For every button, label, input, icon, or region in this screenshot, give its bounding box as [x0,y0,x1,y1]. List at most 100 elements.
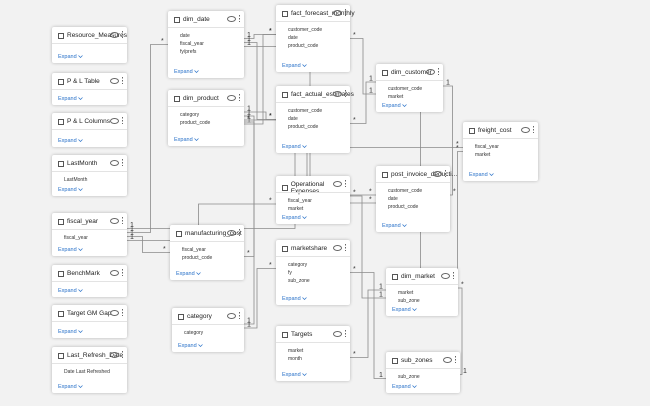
expand-link[interactable]: Expand [178,343,203,349]
relationship-line [443,85,453,196]
table-card[interactable]: dim_product category product_code Expand [168,90,244,146]
expand-link[interactable]: Expand [58,54,83,60]
expand-link[interactable]: Expand [58,384,83,390]
divider [463,138,538,139]
expand-link[interactable]: Expand [58,187,83,193]
more-options[interactable] [344,180,346,187]
more-options[interactable] [121,269,123,276]
more-options[interactable] [344,244,346,251]
visibility-icon[interactable] [226,94,236,101]
expand-link[interactable]: Expand [282,296,307,302]
visibility-icon[interactable] [332,9,342,16]
table-card[interactable]: Targets market month Expand [276,326,350,381]
more-options[interactable] [437,68,439,75]
table-card[interactable]: Last_Refresh_Date Date Last Refreshed Expa… [52,347,127,393]
table-card[interactable]: dim_date date fiscal_year fy/prefs Expand [168,11,244,78]
more-options[interactable] [238,94,240,101]
expand-link[interactable]: Expand [58,329,83,335]
table-card[interactable]: P & L Columns Expand [52,113,127,147]
field-name: LastMonth [64,177,88,183]
more-options[interactable] [444,170,446,177]
more-options[interactable] [121,217,123,224]
visibility-icon[interactable] [109,31,119,38]
visibility-icon[interactable] [109,269,119,276]
expand-link[interactable]: Expand [58,288,83,294]
table-card[interactable]: fact_actual_estimates customer_code date pr… [276,86,354,153]
table-card[interactable]: fiscal_year fiscal_year Expand [52,213,127,256]
table-card[interactable]: sub_zones sub_zone Expand [386,352,460,393]
table-name: Targets [291,331,313,338]
visibility-icon[interactable] [109,217,119,224]
more-options[interactable] [238,229,240,236]
visibility-icon[interactable] [109,77,119,84]
more-options[interactable] [121,159,123,166]
visibility-icon[interactable] [109,309,119,316]
expand-link[interactable]: Expand [58,247,83,253]
more-options[interactable] [344,9,346,16]
chevron [78,248,83,251]
visibility-icon[interactable] [432,170,442,177]
expand-link[interactable]: Expand [282,372,307,378]
expand-link[interactable]: Expand [282,215,307,221]
more-options[interactable] [532,126,534,133]
chevron [302,297,307,300]
expand-link[interactable]: Expand [392,307,417,313]
table-card[interactable]: manufacturing_cost fiscal_year product_cod… [170,225,244,280]
header-icons [432,170,446,177]
visibility-icon[interactable] [332,180,342,187]
table-card[interactable]: BenchMark Expand [52,265,127,297]
table-card[interactable]: Operational Expenses fiscal_year market Exp… [276,176,350,224]
visibility-icon[interactable] [226,229,236,236]
header-icons [109,269,123,276]
more-options[interactable] [452,272,454,279]
visibility-icon[interactable] [425,68,435,75]
more-options[interactable] [121,117,123,124]
visibility-icon[interactable] [332,90,342,97]
more-options[interactable] [121,31,123,38]
expand-link[interactable]: Expand [469,172,494,178]
table-card[interactable]: Target GM Gap Expand [52,305,127,338]
visibility-icon[interactable] [109,159,119,166]
expand-link[interactable]: Expand [174,69,199,75]
field-name: product_code [288,43,319,49]
table-card[interactable]: LastMonth LastMonth Expand [52,155,127,196]
more-options[interactable] [238,312,240,319]
table-card[interactable]: freight_cost fiscal_year market Expand [463,122,538,181]
visibility-icon[interactable] [442,356,452,363]
more-options[interactable] [238,15,240,22]
visibility-icon[interactable] [440,272,450,279]
more-options[interactable] [344,330,346,337]
more-options[interactable] [121,351,123,358]
table-icon [174,95,180,102]
table-card[interactable]: post_invoice_deducti... customer_code date… [376,166,457,232]
expand-link[interactable]: Expand [382,223,407,229]
visibility-icon[interactable] [109,117,119,124]
table-card[interactable]: category category Expand [172,308,244,352]
visibility-icon[interactable] [226,312,236,319]
expand-link[interactable]: Expand [174,137,199,143]
more-options[interactable] [454,356,456,363]
visibility-icon[interactable] [332,330,342,337]
visibility-icon[interactable] [109,351,119,358]
table-card[interactable]: P & L Table Expand [52,73,127,105]
expand-link[interactable]: Expand [392,384,417,390]
expand-link[interactable]: Expand [58,96,83,102]
visibility-icon[interactable] [226,15,236,22]
expand-link[interactable]: Expand [282,63,307,69]
more-options[interactable] [121,77,123,84]
expand-link[interactable]: Expand [382,103,407,109]
table-card[interactable]: dim_customer customer_code market Expand [376,64,443,112]
table-card[interactable]: dim_market market sub_zone Expand [386,268,458,316]
expand-link[interactable]: Expand [176,271,201,277]
cardinality-from: 1 [247,106,251,113]
visibility-icon[interactable] [332,244,342,251]
more-options[interactable] [344,90,346,97]
more-options[interactable] [121,309,123,316]
chevron [302,216,307,219]
visibility-icon[interactable] [520,126,530,133]
table-card[interactable]: marketshare category fy sub_zone Expand [276,240,350,305]
table-card[interactable]: Resource_Measures Expand [52,27,127,63]
expand-link[interactable]: Expand [58,138,83,144]
table-card[interactable]: fact_forecast_monthly customer_code date pr… [276,5,355,72]
expand-link[interactable]: Expand [282,144,307,150]
